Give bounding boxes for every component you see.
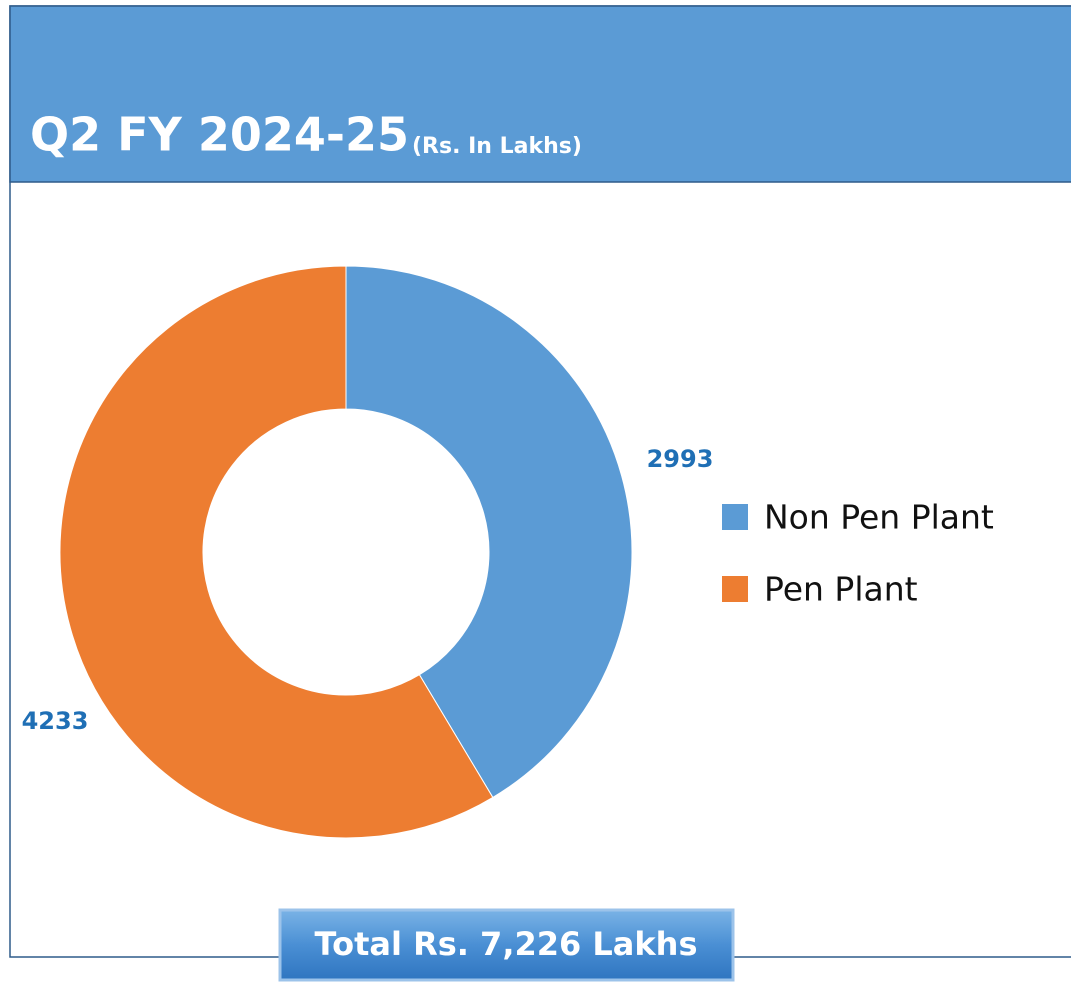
legend-swatch bbox=[722, 504, 748, 530]
plot: 2993 Non Pen Plant 4233 Pen Plant bbox=[22, 265, 994, 839]
legend-label: Pen Plant bbox=[764, 570, 918, 609]
chart-subtitle: (Rs. In Lakhs) bbox=[412, 134, 582, 159]
donut-slice bbox=[345, 265, 633, 799]
header bbox=[9, 5, 1071, 183]
legend-label: Non Pen Plant bbox=[764, 498, 994, 537]
donut-slice bbox=[59, 265, 494, 839]
total-label: Total Rs. 7,226 Lakhs bbox=[315, 925, 698, 963]
chart-title: Q2 FY 2024-25 bbox=[30, 108, 409, 162]
data-label: 4233 bbox=[22, 707, 89, 735]
legend-swatch bbox=[722, 576, 748, 602]
total-box bbox=[278, 908, 735, 982]
data-label: 2993 bbox=[647, 445, 714, 473]
